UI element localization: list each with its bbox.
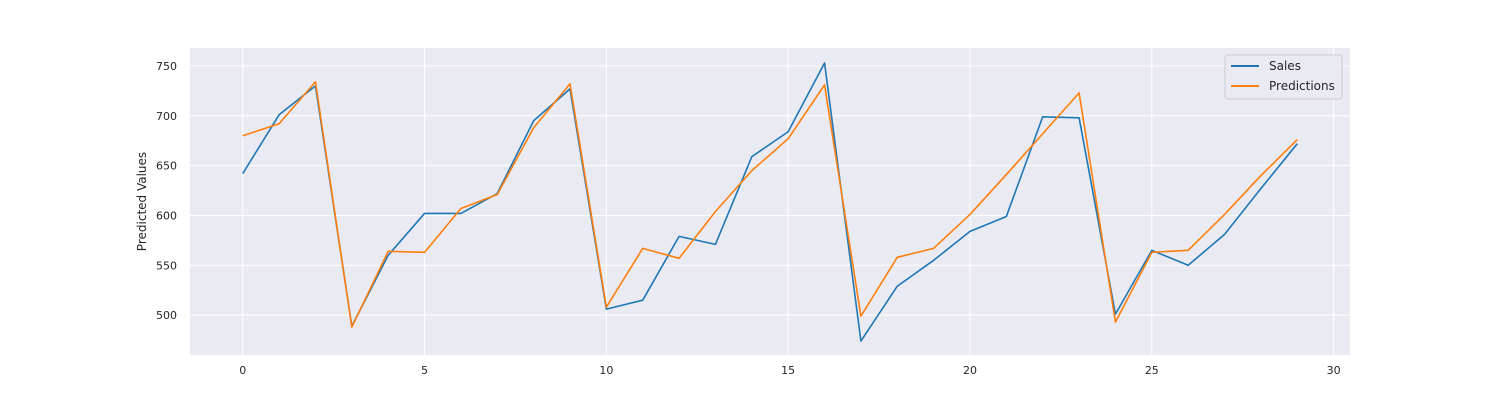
y-tick-label: 650 [156,160,177,173]
legend-label-predictions: Predictions [1269,79,1335,93]
x-tick-label: 25 [1145,364,1159,377]
series-line-predictions [242,81,1298,328]
y-tick-label: 750 [156,60,177,73]
x-axis: 0 5 10 15 20 25 30 [239,364,1340,377]
x-tick-label: 5 [421,364,428,377]
series-line-sales [242,62,1298,342]
y-tick-label: 700 [156,110,177,123]
x-tick-label: 30 [1327,364,1341,377]
plot-area [190,48,1350,355]
y-tick-label: 550 [156,259,177,272]
grid-layer [190,48,1350,355]
y-axis-label: Predicted Values [135,152,149,251]
x-tick-label: 15 [781,364,795,377]
y-tick-label: 500 [156,309,177,322]
y-tick-label: 600 [156,209,177,222]
series-layer [242,62,1298,342]
legend: Sales Predictions [1224,54,1343,100]
x-tick-label: 10 [599,364,613,377]
legend-label-sales: Sales [1269,59,1301,73]
x-tick-label: 20 [963,364,977,377]
x-tick-label: 0 [239,364,246,377]
y-axis: 500 550 600 650 700 750 [156,60,177,322]
